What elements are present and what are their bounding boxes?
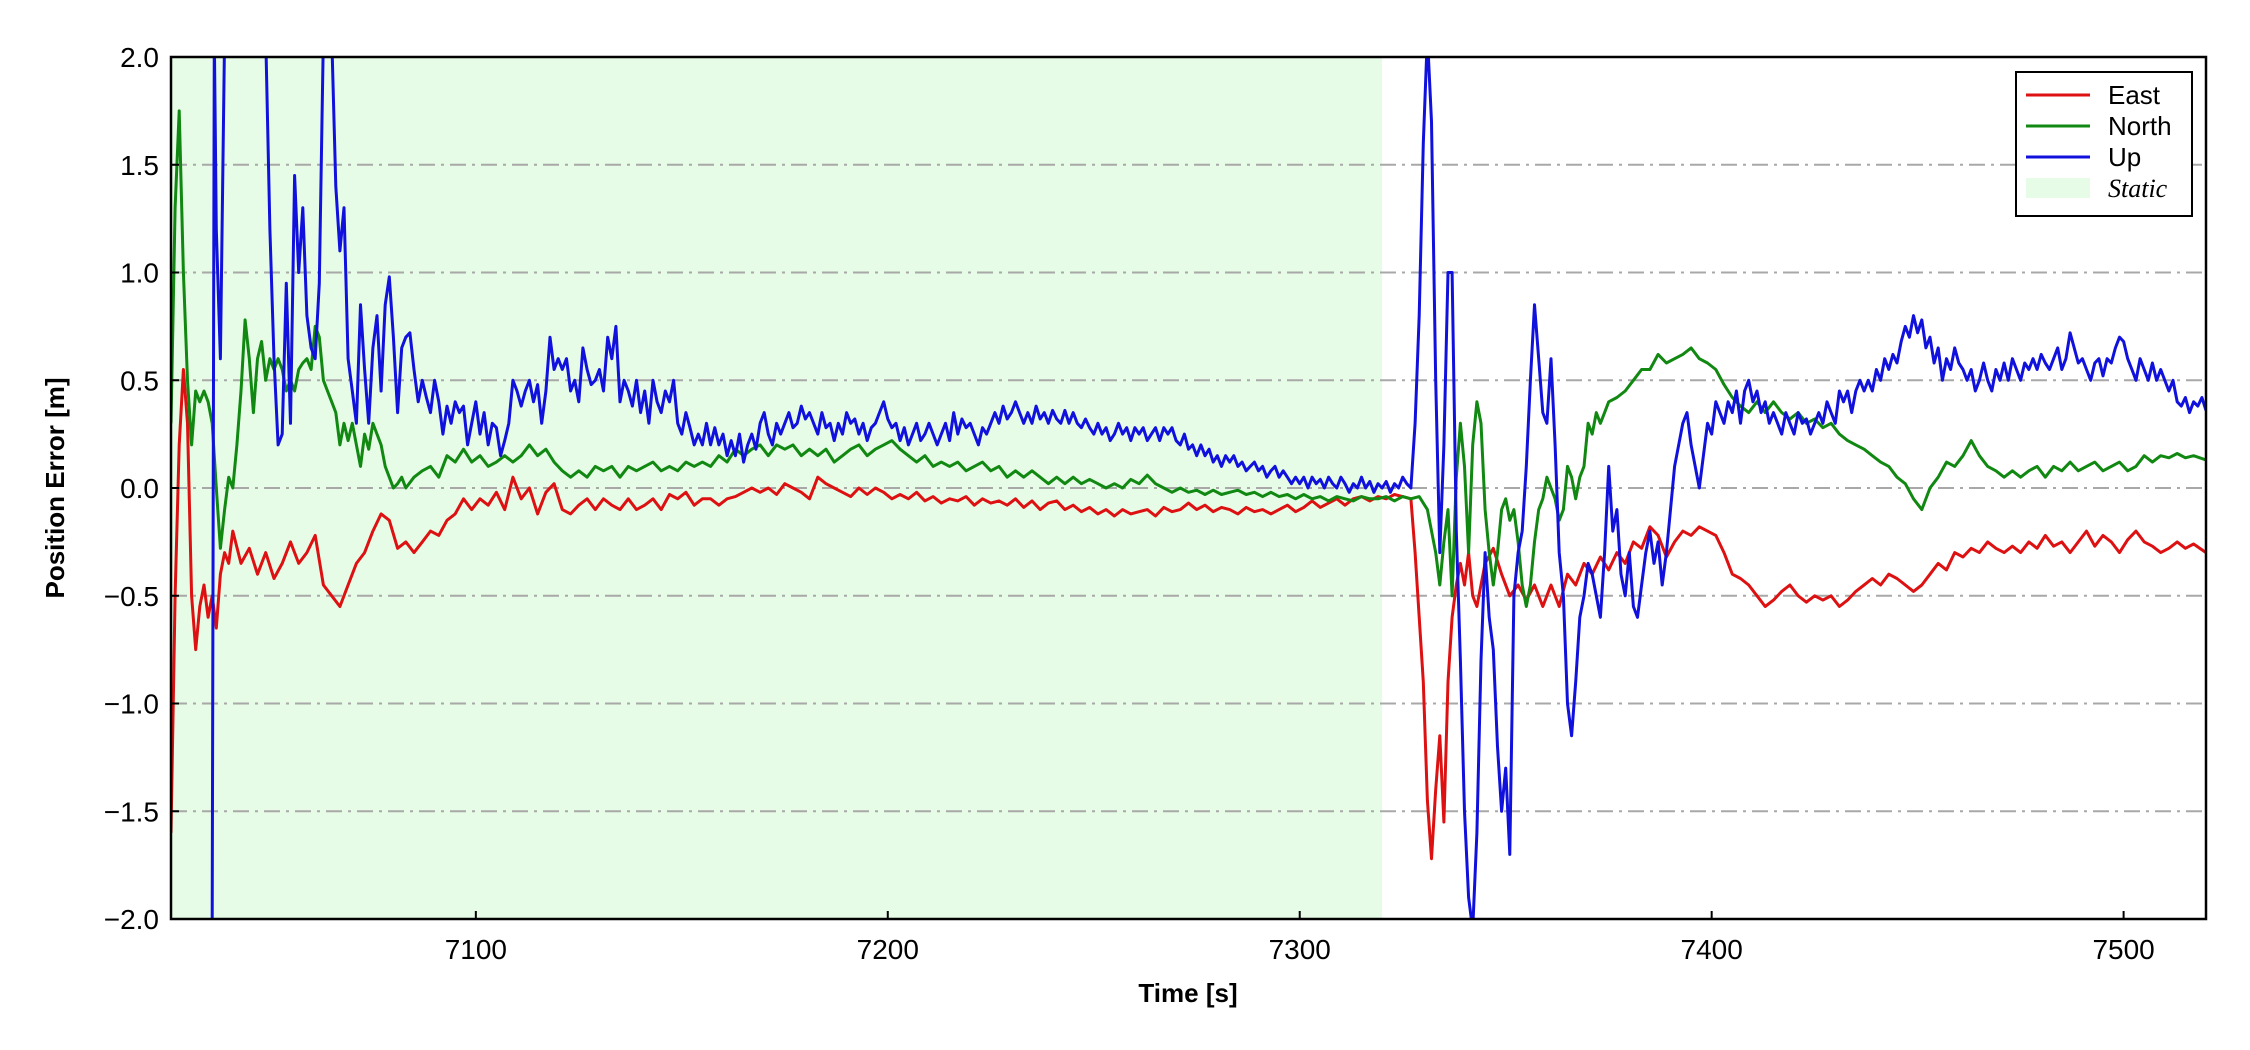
x-tick-label: 7500 — [2092, 934, 2154, 965]
y-tick-label: 2.0 — [120, 42, 159, 73]
y-tick-label: −0.5 — [104, 581, 159, 612]
legend-label-east: East — [2108, 80, 2161, 110]
series-line-north — [171, 109, 2206, 608]
y-axis-ticks: −2.0 −1.5 −1.0 −0.5 0.0 0.5 1.0 1.5 2.0 — [104, 42, 179, 935]
series-line-east — [171, 368, 2206, 861]
x-tick-label: 7400 — [1681, 934, 1743, 965]
x-axis-ticks: 7100 7200 7300 7400 7500 — [445, 911, 2155, 965]
x-tick-label: 7100 — [445, 934, 507, 965]
y-axis-label: Position Error [m] — [40, 377, 70, 598]
y-tick-label: 1.0 — [120, 258, 159, 289]
x-tick-label: 7300 — [1269, 934, 1331, 965]
series-line-up — [210, 57, 2206, 919]
legend-label-up: Up — [2108, 142, 2141, 172]
legend-swatch-static — [2026, 178, 2090, 198]
series-lines — [171, 57, 2206, 919]
y-tick-label: 0.0 — [120, 473, 159, 504]
legend-label-static: Static — [2108, 174, 2168, 203]
y-tick-label: 1.5 — [120, 150, 159, 181]
x-axis-label: Time [s] — [1138, 978, 1237, 1008]
y-tick-label: 0.5 — [120, 365, 159, 396]
legend-label-north: North — [2108, 111, 2172, 141]
y-tick-label: −1.5 — [104, 796, 159, 827]
x-tick-label: 7200 — [857, 934, 919, 965]
y-tick-label: −1.0 — [104, 689, 159, 720]
legend: East North Up Static — [2015, 71, 2193, 217]
y-tick-label: −2.0 — [104, 904, 159, 935]
